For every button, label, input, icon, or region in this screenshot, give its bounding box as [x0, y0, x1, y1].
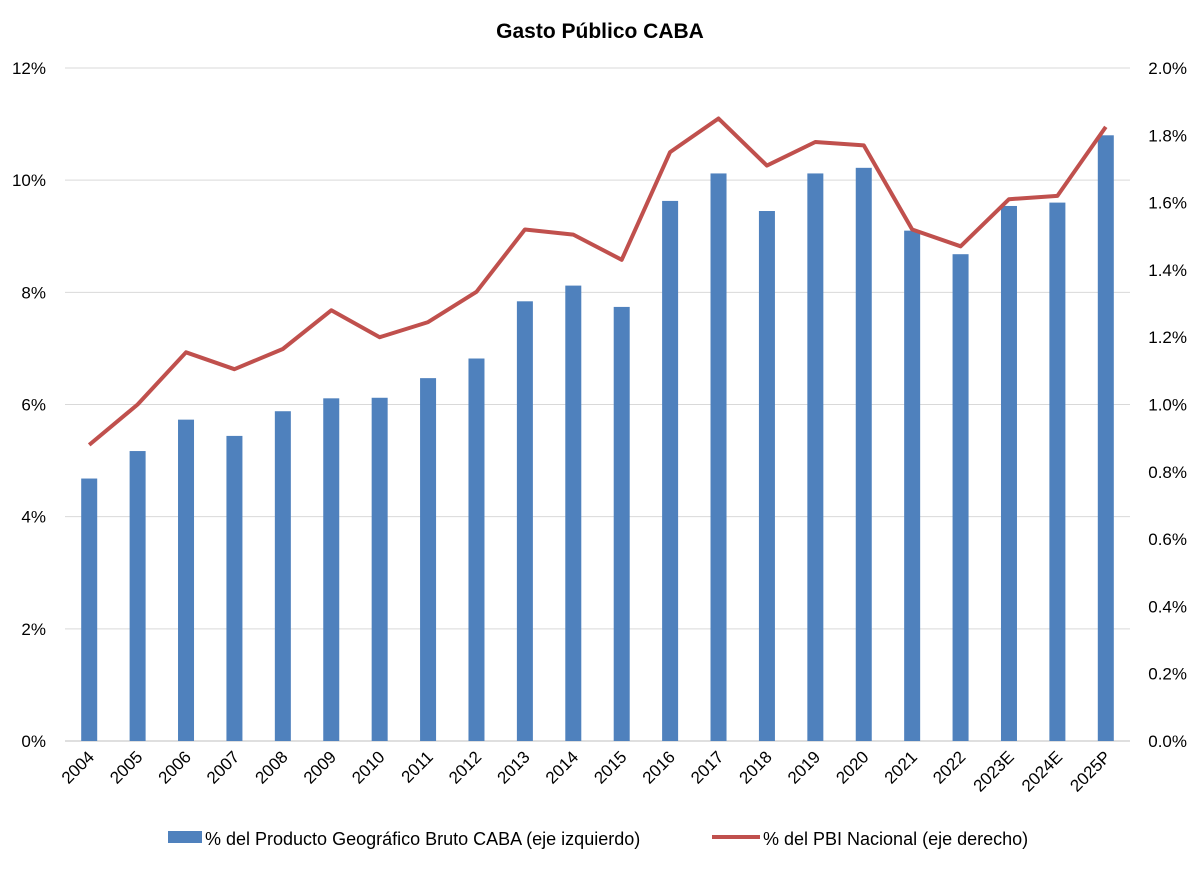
right-tick-label: 0.4% [1148, 597, 1187, 616]
x-tick-label: 2017 [687, 747, 727, 787]
line-series-path [87, 116, 1108, 447]
bar [81, 478, 98, 741]
x-tick-label: 2020 [832, 747, 872, 787]
x-tick-label: 2016 [639, 747, 679, 787]
legend-line-label: % del PBI Nacional (eje derecho) [763, 829, 1028, 849]
bar [952, 254, 969, 742]
bar [662, 200, 679, 742]
bar [904, 230, 921, 741]
right-tick-label: 0.2% [1148, 665, 1187, 684]
right-tick-label: 1.6% [1148, 194, 1187, 213]
x-tick-label: 2004 [58, 747, 98, 787]
gridlines [65, 67, 1130, 742]
bar [468, 358, 485, 741]
left-tick-label: 0% [21, 732, 46, 751]
bar [807, 173, 824, 742]
x-tick-label: 2010 [348, 747, 388, 787]
x-tick-label: 2011 [398, 747, 437, 786]
left-axis: 0% 2% 4% 6% 8% 10% 12% [12, 59, 46, 751]
line-series [87, 116, 1108, 447]
left-tick-label: 12% [12, 59, 46, 78]
x-tick-label: 2019 [784, 747, 824, 787]
bar [1000, 205, 1017, 742]
bar [1097, 135, 1114, 742]
bar [1049, 202, 1066, 742]
x-tick-label: 2013 [494, 747, 534, 787]
right-tick-label: 0.8% [1148, 463, 1187, 482]
x-tick-label: 2014 [542, 747, 582, 787]
x-tick-label: 2022 [929, 747, 969, 787]
bar [516, 301, 533, 741]
x-tick-label: 2007 [203, 747, 243, 787]
right-axis: 0.0% 0.2% 0.4% 0.6% 0.8% 1.0% 1.2% 1.4% 1.6% 1.8%… [1148, 59, 1187, 751]
right-tick-label: 1.0% [1148, 396, 1187, 415]
x-tick-label: 2012 [445, 747, 485, 787]
left-tick-label: 10% [12, 171, 46, 190]
left-tick-label: 6% [21, 396, 46, 415]
bar [274, 411, 291, 741]
left-tick-label: 2% [21, 620, 46, 639]
bar [371, 397, 388, 741]
bar [178, 419, 195, 741]
bar [710, 173, 727, 742]
right-tick-label: 0.6% [1148, 530, 1187, 549]
bar [323, 398, 340, 741]
right-tick-label: 2.0% [1148, 59, 1187, 78]
right-tick-label: 1.8% [1148, 126, 1187, 145]
x-tick-label: 2015 [590, 747, 630, 787]
x-tick-label: 2023E [970, 747, 1018, 795]
bar [420, 378, 437, 741]
right-tick-label: 0.0% [1148, 732, 1187, 751]
bar [758, 211, 775, 741]
left-tick-label: 8% [21, 283, 46, 302]
x-tick-label: 2021 [881, 747, 921, 787]
x-tick-label: 2018 [736, 747, 776, 787]
x-axis: 2004 2005 2006 2007 2008 2009 2010 2011 2012 2013… [58, 747, 1115, 795]
chart-title: Gasto Público CABA [496, 20, 704, 43]
right-tick-label: 1.4% [1148, 261, 1187, 280]
bar [855, 167, 872, 741]
x-tick-label: 2008 [251, 747, 291, 787]
left-tick-label: 4% [21, 508, 46, 527]
bar [129, 451, 146, 741]
bar [613, 306, 630, 741]
right-tick-label: 1.2% [1148, 328, 1187, 347]
x-tick-label: 2009 [300, 747, 340, 787]
x-tick-label: 2005 [106, 747, 146, 787]
x-tick-label: 2025P [1066, 747, 1114, 795]
x-tick-label: 2024E [1018, 747, 1066, 795]
legend-bar-swatch [168, 831, 202, 843]
bar [565, 285, 582, 741]
x-tick-label: 2006 [155, 747, 195, 787]
bar-series [81, 135, 1114, 742]
legend-bar-label: % del Producto Geográfico Bruto CABA (ej… [205, 829, 640, 849]
legend: % del Producto Geográfico Bruto CABA (ej… [168, 829, 1028, 849]
bar [226, 435, 243, 741]
